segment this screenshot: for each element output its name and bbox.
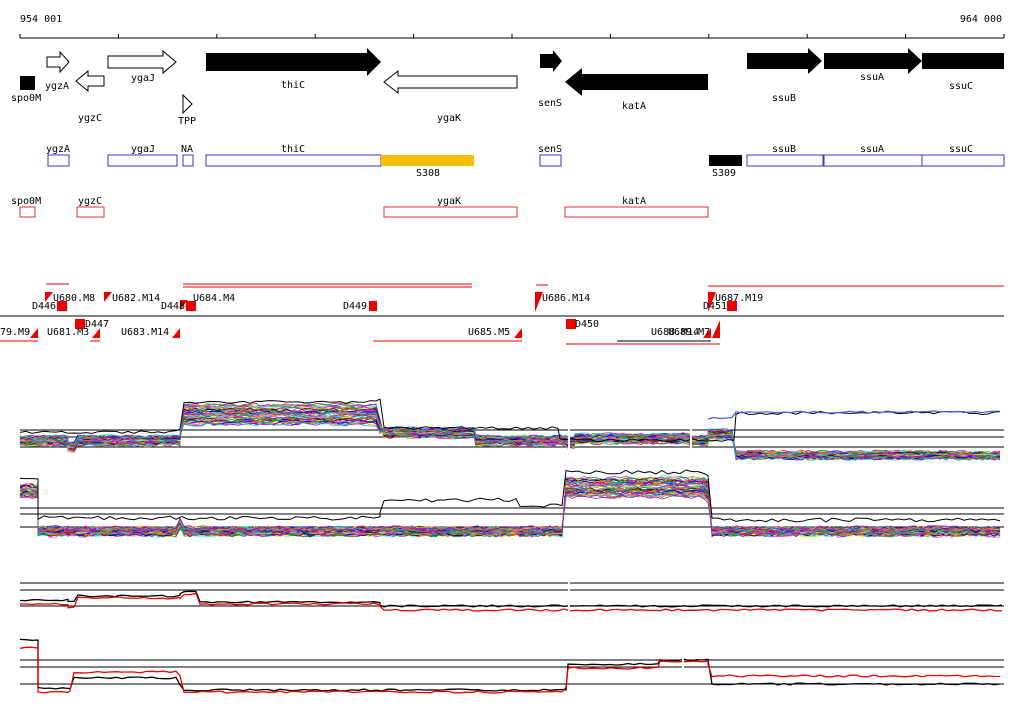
annot-label-S309: S309: [712, 168, 736, 179]
gene-label-ygzC: ygzC: [78, 113, 102, 124]
annot-label-S308: S308: [416, 168, 440, 179]
segment-label-D450: D450: [575, 319, 599, 330]
annot-label-NA: NA: [181, 144, 193, 155]
segmentation-track: D446 U680.M8 U682.M14 D448 U684.M4 D449 …: [0, 283, 1004, 345]
anti-box-ygaK[interactable]: [383, 206, 518, 218]
segment-marker-D450[interactable]: [566, 319, 576, 329]
segment-marker-D447[interactable]: [75, 319, 85, 329]
summary-panel-forward: [19, 578, 1004, 620]
gene-ygaK-arrow[interactable]: [383, 69, 518, 95]
annot-box-ssuC[interactable]: [921, 154, 1005, 167]
gene-track: spo0M ygzA ygzC ygaJ TPP thiC ygaK senS …: [11, 48, 1004, 127]
gene-label-spo0M: spo0M: [11, 93, 41, 104]
coordinate-ruler: 954 001 964 000: [19, 14, 1005, 39]
anti-label-ygzC: ygzC: [78, 196, 102, 207]
ruler-start-label: 954 001: [20, 14, 62, 25]
segment-marker-U686[interactable]: [535, 292, 543, 312]
gene-thiC-arrow[interactable]: [206, 48, 381, 76]
segment-marker-D446[interactable]: [57, 301, 67, 311]
anti-box-spo0M[interactable]: [19, 206, 36, 218]
expression-panel-forward: [19, 395, 1004, 465]
segment-label-U686: U686.M14: [542, 293, 590, 304]
gene-label-ygzA: ygzA: [45, 81, 69, 92]
segment-label-U683: U683.M14: [121, 327, 169, 338]
segment-marker-D449[interactable]: [369, 301, 377, 311]
annot-label-ygzA: ygzA: [46, 144, 70, 155]
annot-box-ygzA[interactable]: [47, 154, 70, 167]
segment-label-U684: U684.M4: [193, 293, 235, 304]
annot-label-thiC: thiC: [281, 144, 305, 155]
gene-label-senS: senS: [538, 98, 562, 109]
gene-label-katA: katA: [622, 101, 646, 112]
segment-label-D449: D449: [343, 301, 367, 312]
segment-marker-U684[interactable]: [186, 301, 196, 311]
antisense-row: spo0M ygzC ygaK katA: [11, 196, 709, 218]
annot-box-S309[interactable]: [709, 155, 742, 166]
annot-box-S308[interactable]: [381, 155, 474, 166]
segment-marker-U687[interactable]: [708, 292, 716, 312]
segment-label-U682: U682.M14: [112, 293, 160, 304]
segment-marker-U689[interactable]: [712, 320, 720, 338]
annotation-row: ygzA ygaJ NA thiC S308 senS S309 ssuB ss…: [46, 144, 1005, 179]
gene-ssuA-arrow[interactable]: [824, 48, 922, 74]
gene-ssuB-arrow[interactable]: [747, 48, 822, 74]
segment-marker-D451[interactable]: [727, 301, 737, 311]
segment-label-D451: D451: [703, 301, 727, 312]
gene-label-TPP: TPP: [178, 116, 196, 127]
segment-label-U689: U689.M7: [668, 327, 710, 338]
gene-label-ssuB: ssuB: [772, 93, 796, 104]
gene-ygzA-arrow[interactable]: [46, 50, 70, 74]
annot-box-senS[interactable]: [539, 154, 562, 167]
segment-label-U680: U680.M8: [53, 293, 95, 304]
segment-marker-U685[interactable]: [514, 328, 522, 338]
ruler-ticks: [19, 34, 1005, 38]
annot-box-ssuA[interactable]: [823, 154, 923, 167]
annot-label-senS: senS: [538, 144, 562, 155]
annot-label-ssuC: ssuC: [949, 144, 973, 155]
segment-marker-U683[interactable]: [172, 328, 180, 338]
gene-TPP-triangle[interactable]: [182, 93, 193, 115]
segment-label-U681: U681.M3: [47, 327, 89, 338]
segment-marker-79M9[interactable]: [30, 328, 38, 338]
segment-marker-U682[interactable]: [104, 292, 112, 302]
segment-label-D446: D446: [32, 301, 56, 312]
segment-marker-U681[interactable]: [92, 328, 100, 338]
segment-label-D448: D448: [161, 301, 185, 312]
gene-label-ygaJ: ygaJ: [131, 73, 155, 84]
gene-spo0M-block[interactable]: [20, 76, 35, 90]
anti-label-ygaK: ygaK: [437, 196, 461, 207]
anti-box-ygzC[interactable]: [76, 206, 105, 218]
gene-label-ssuA: ssuA: [860, 72, 884, 83]
gene-label-thiC: thiC: [281, 80, 305, 91]
ruler-end-label: 964 000: [960, 14, 1002, 25]
segment-label-U687: U687.M19: [715, 293, 763, 304]
gene-senS-arrow[interactable]: [540, 50, 562, 72]
segment-label-79M9: 79.M9: [0, 327, 30, 338]
gene-ygzC-arrow[interactable]: [75, 69, 105, 93]
anti-box-katA[interactable]: [564, 206, 709, 218]
gene-katA-arrow[interactable]: [565, 68, 708, 96]
gene-ygaJ-arrow[interactable]: [107, 49, 177, 75]
expression-panel-reverse: [19, 469, 1004, 538]
annot-label-ssuB: ssuB: [772, 144, 796, 155]
annot-box-NA[interactable]: [182, 154, 194, 167]
segment-label-D447: D447: [85, 319, 109, 330]
annot-box-ssuB[interactable]: [746, 154, 824, 167]
gene-label-ygaK: ygaK: [437, 113, 461, 124]
anti-label-katA: katA: [622, 196, 646, 207]
annot-box-ygaJ[interactable]: [107, 154, 178, 167]
annot-box-thiC[interactable]: [205, 154, 382, 167]
segment-marker-U688[interactable]: [703, 328, 711, 338]
summary-panel-reverse: [19, 638, 1004, 694]
segment-marker-U680[interactable]: [45, 292, 53, 302]
anti-label-spo0M: spo0M: [11, 196, 41, 207]
segment-label-U685: U685.M5: [468, 327, 510, 338]
gene-ssuC-block[interactable]: [922, 53, 1004, 69]
annot-label-ygaJ: ygaJ: [131, 144, 155, 155]
annot-label-ssuA: ssuA: [860, 144, 884, 155]
gene-label-ssuC: ssuC: [949, 81, 973, 92]
segment-label-U688: U688.M14: [651, 327, 699, 338]
